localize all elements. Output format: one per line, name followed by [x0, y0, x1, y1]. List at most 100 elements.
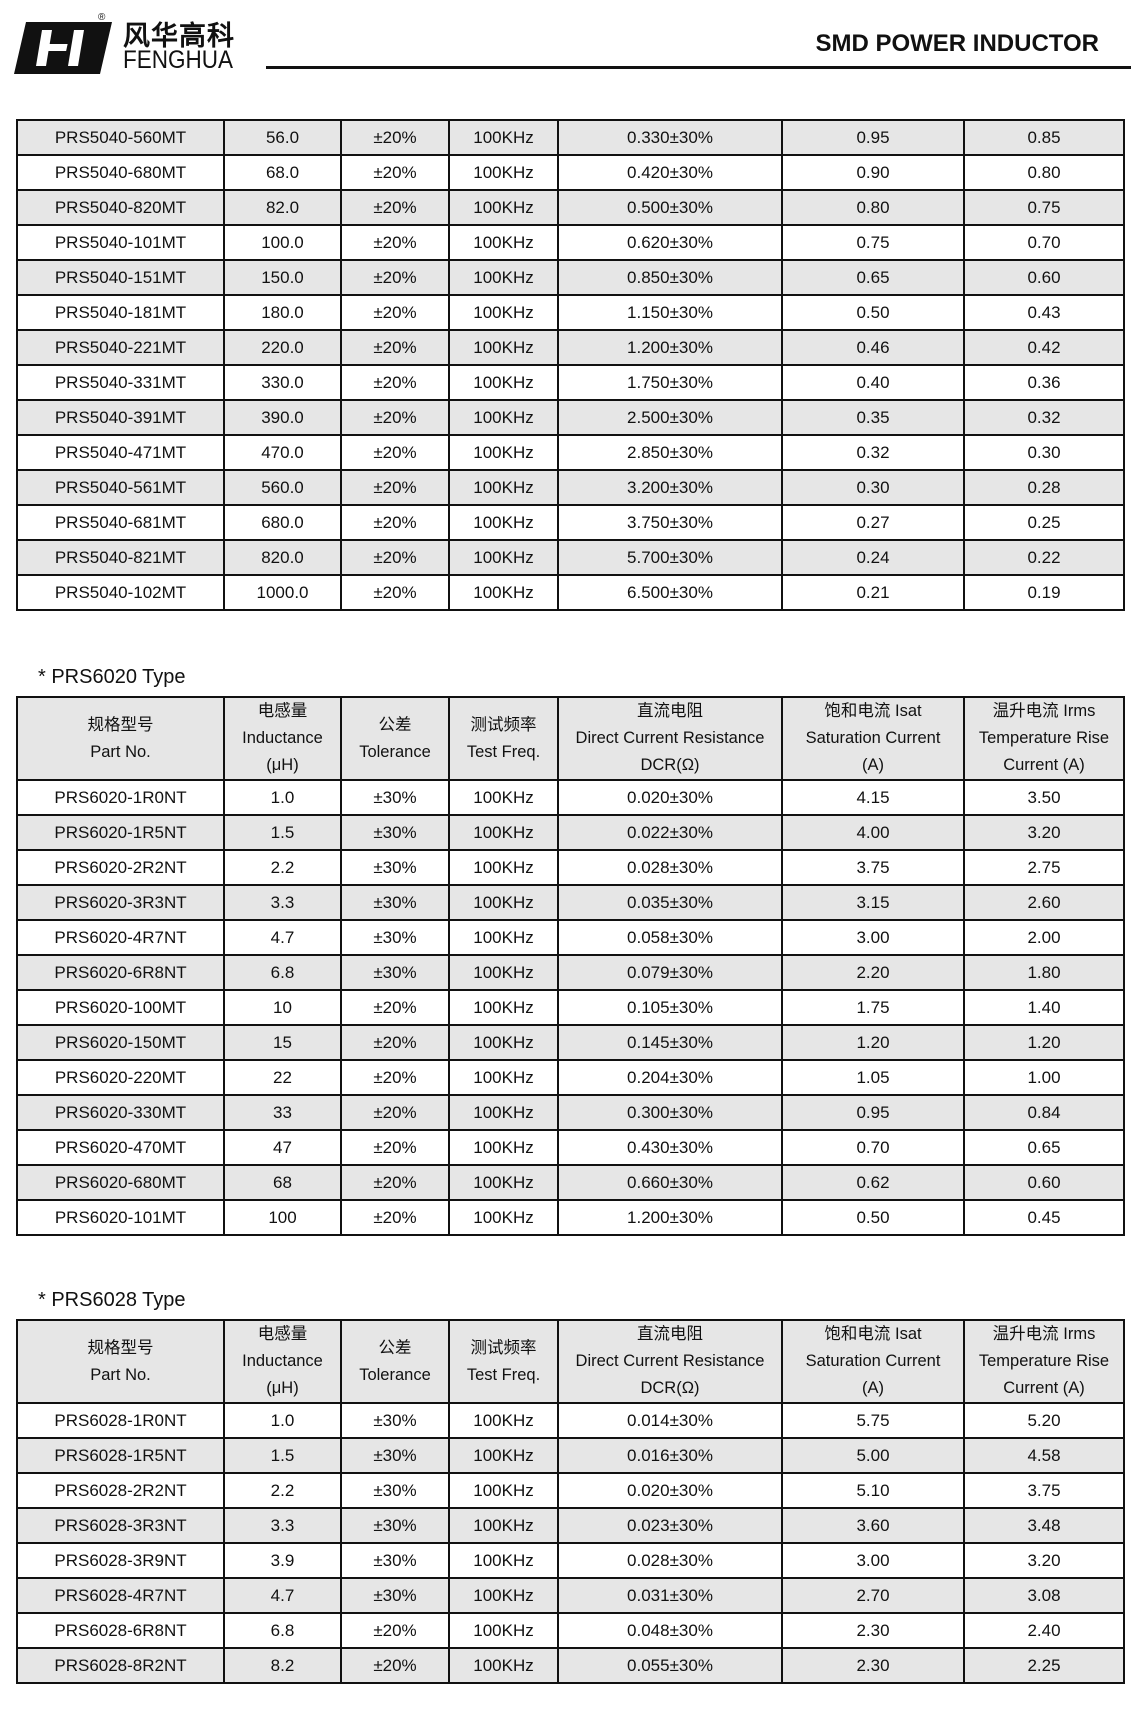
cell-tolerance: ±20%	[340, 539, 450, 576]
column-header-dcr: 直流电阻 Direct Current Resistance DCR(Ω)	[557, 696, 783, 781]
cell-part-no: PRS6020-150MT	[16, 1024, 225, 1061]
cell-isat: 0.24	[781, 539, 965, 576]
cell-inductance: 15	[223, 1024, 342, 1061]
cell-isat: 0.30	[781, 469, 965, 506]
cell-tolerance: ±30%	[340, 919, 450, 956]
cell-inductance: 2.2	[223, 1472, 342, 1509]
cell-irms: 0.30	[963, 434, 1125, 471]
table-row: PRS6020-100MT 10 ±20% 100KHz 0.105±30% 1.75 1.…	[16, 989, 1125, 1026]
cell-tolerance: ±30%	[340, 814, 450, 851]
cell-tolerance: ±20%	[340, 224, 450, 261]
cell-inductance: 390.0	[223, 399, 342, 436]
cell-inductance: 150.0	[223, 259, 342, 296]
cell-part-no: PRS6020-680MT	[16, 1164, 225, 1201]
cell-part-no: PRS6028-3R3NT	[16, 1507, 225, 1544]
cell-part-no: PRS5040-102MT	[16, 574, 225, 611]
cell-inductance: 33	[223, 1094, 342, 1131]
column-header-isat: 饱和电流 Isat Saturation Current (A)	[781, 1319, 965, 1404]
cell-irms: 0.22	[963, 539, 1125, 576]
cell-test-freq: 100KHz	[448, 1199, 559, 1236]
cell-isat: 3.60	[781, 1507, 965, 1544]
column-header-isat: 饱和电流 Isat Saturation Current (A)	[781, 696, 965, 781]
table-row: PRS6028-3R3NT 3.3 ±30% 100KHz 0.023±30% 3.60 3…	[16, 1507, 1125, 1544]
cell-tolerance: ±30%	[340, 849, 450, 886]
cell-dcr: 5.700±30%	[557, 539, 783, 576]
cell-irms: 3.48	[963, 1507, 1125, 1544]
cell-isat: 0.46	[781, 329, 965, 366]
cell-dcr: 0.014±30%	[557, 1402, 783, 1439]
cell-irms: 5.20	[963, 1402, 1125, 1439]
cell-tolerance: ±30%	[340, 1437, 450, 1474]
cell-part-no: PRS5040-391MT	[16, 399, 225, 436]
cell-tolerance: ±20%	[340, 1164, 450, 1201]
cell-part-no: PRS6020-470MT	[16, 1129, 225, 1166]
cell-dcr: 0.022±30%	[557, 814, 783, 851]
table-row: PRS5040-680MT 68.0 ±20% 100KHz 0.420±30% 0.90…	[16, 154, 1125, 191]
cell-test-freq: 100KHz	[448, 154, 559, 191]
cell-part-no: PRS5040-680MT	[16, 154, 225, 191]
cell-isat: 0.95	[781, 119, 965, 156]
cell-test-freq: 100KHz	[448, 259, 559, 296]
cell-dcr: 0.430±30%	[557, 1129, 783, 1166]
cell-part-no: PRS6020-6R8NT	[16, 954, 225, 991]
cell-inductance: 1.5	[223, 1437, 342, 1474]
column-header-line: Temperature Rise	[978, 1352, 1110, 1370]
cell-inductance: 3.9	[223, 1542, 342, 1579]
column-header-line: (μH)	[266, 1379, 299, 1397]
table-row: PRS6020-330MT 33 ±20% 100KHz 0.300±30% 0.95 0.…	[16, 1094, 1125, 1131]
cell-part-no: PRS5040-821MT	[16, 539, 225, 576]
column-header-line: Tolerance	[359, 742, 431, 761]
cell-isat: 0.50	[781, 294, 965, 331]
cell-isat: 1.75	[781, 989, 965, 1026]
table-row: PRS6028-6R8NT 6.8 ±20% 100KHz 0.048±30% 2.30 2…	[16, 1612, 1125, 1649]
column-header-line: Direct Current Resistance	[575, 729, 765, 747]
column-header-line: 直流电阻	[637, 702, 703, 720]
cell-dcr: 0.023±30%	[557, 1507, 783, 1544]
cell-irms: 3.75	[963, 1472, 1125, 1509]
cell-test-freq: 100KHz	[448, 849, 559, 886]
column-header-part-no: 规格型号 Part No.	[16, 696, 225, 781]
cell-test-freq: 100KHz	[448, 119, 559, 156]
cell-dcr: 1.750±30%	[557, 364, 783, 401]
table-header-row: 规格型号 Part No. 电感量 Inductance (μH) 公差 Tolerance…	[16, 1319, 1125, 1404]
table-row: PRS5040-471MT 470.0 ±20% 100KHz 2.850±30% 0.3…	[16, 434, 1125, 471]
cell-dcr: 0.035±30%	[557, 884, 783, 921]
column-header-line: 规格型号	[87, 715, 154, 734]
cell-inductance: 3.3	[223, 1507, 342, 1544]
column-header-inductance: 电感量 Inductance (μH)	[223, 1319, 342, 1404]
cell-test-freq: 100KHz	[448, 434, 559, 471]
cell-irms: 0.60	[963, 1164, 1125, 1201]
cell-dcr: 1.200±30%	[557, 329, 783, 366]
cell-irms: 0.28	[963, 469, 1125, 506]
table-row: PRS6028-2R2NT 2.2 ±30% 100KHz 0.020±30% 5.10 3…	[16, 1472, 1125, 1509]
cell-test-freq: 100KHz	[448, 1612, 559, 1649]
column-header-line: Saturation Current	[805, 729, 941, 747]
cell-irms: 2.00	[963, 919, 1125, 956]
table-row: PRS6020-680MT 68 ±20% 100KHz 0.660±30% 0.62 0.…	[16, 1164, 1125, 1201]
column-header-line: 饱和电流 Isat	[824, 1325, 922, 1343]
cell-irms: 0.65	[963, 1129, 1125, 1166]
cell-isat: 2.30	[781, 1647, 965, 1684]
cell-inductance: 180.0	[223, 294, 342, 331]
table-row: PRS6020-2R2NT 2.2 ±30% 100KHz 0.028±30% 3.75 2…	[16, 849, 1125, 886]
table-row: PRS6020-1R5NT 1.5 ±30% 100KHz 0.022±30% 4.00 3…	[16, 814, 1125, 851]
cell-isat: 0.65	[781, 259, 965, 296]
cell-isat: 1.05	[781, 1059, 965, 1096]
cell-inductance: 68	[223, 1164, 342, 1201]
cell-inductance: 1.0	[223, 779, 342, 816]
column-header-line: DCR(Ω)	[640, 756, 700, 774]
column-header-line: 饱和电流 Isat	[824, 702, 922, 720]
cell-test-freq: 100KHz	[448, 1577, 559, 1614]
table-row: PRS6020-3R3NT 3.3 ±30% 100KHz 0.035±30% 3.15 2…	[16, 884, 1125, 921]
cell-test-freq: 100KHz	[448, 954, 559, 991]
cell-test-freq: 100KHz	[448, 294, 559, 331]
cell-isat: 5.00	[781, 1437, 965, 1474]
cell-inductance: 6.8	[223, 1612, 342, 1649]
cell-isat: 2.30	[781, 1612, 965, 1649]
table-row: PRS5040-101MT 100.0 ±20% 100KHz 0.620±30% 0.7…	[16, 224, 1125, 261]
cell-part-no: PRS5040-101MT	[16, 224, 225, 261]
table-row: PRS5040-221MT 220.0 ±20% 100KHz 1.200±30% 0.4…	[16, 329, 1125, 366]
column-header-line: Temperature Rise	[978, 729, 1110, 747]
cell-tolerance: ±20%	[340, 329, 450, 366]
column-header-line: Tolerance	[359, 1365, 431, 1384]
